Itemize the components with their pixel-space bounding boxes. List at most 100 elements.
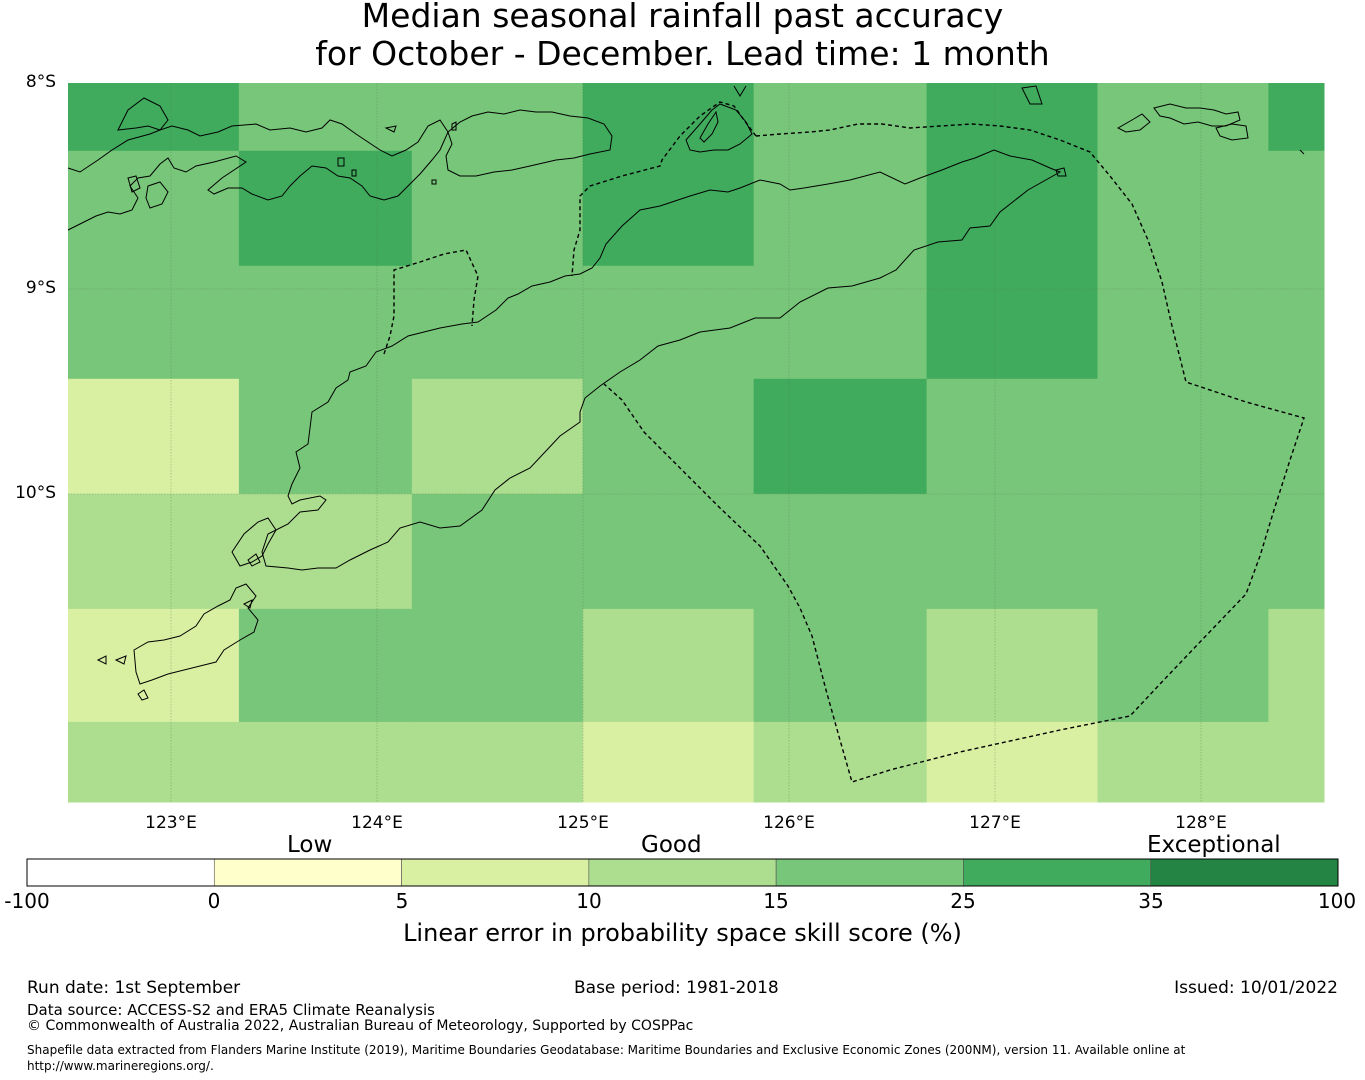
skill-cell — [753, 378, 928, 495]
skill-cell — [926, 721, 1099, 803]
skill-cell — [238, 265, 413, 380]
lon-label-128e: 128°E — [1175, 813, 1227, 833]
coastlines — [67, 85, 1305, 701]
skill-cell — [926, 150, 1099, 267]
colorbar-tick-label: 25 — [950, 889, 976, 913]
coastline-wetar — [685, 103, 753, 153]
skill-cell — [582, 608, 755, 723]
lat-label-9s: 9°S — [25, 278, 56, 298]
shapefile-credit: Shapefile data extracted from Flanders M… — [27, 1043, 1186, 1073]
skill-cell — [411, 83, 584, 152]
maritime-boundaries — [383, 101, 1305, 783]
skill-cell — [68, 83, 240, 152]
coastline-north-islands — [67, 119, 449, 231]
map-title-line1: Median seasonal rainfall past accuracy — [361, 0, 1004, 35]
skill-cell — [926, 493, 1099, 610]
skill-cell — [1268, 721, 1325, 803]
data-source: Data source: ACCESS-S2 and ERA5 Climate … — [27, 1001, 435, 1019]
skill-cell — [753, 150, 928, 267]
lon-label-123e: 123°E — [145, 813, 197, 833]
skill-cell — [68, 493, 240, 610]
colorbar-tick-label: 10 — [576, 889, 602, 913]
category-label-low: Low — [287, 832, 333, 858]
skill-cell — [1097, 150, 1269, 267]
skill-cell — [1097, 265, 1269, 380]
eez-boundary-timor-leste — [603, 123, 1305, 783]
skill-cell — [582, 493, 755, 610]
colorbar-segment — [26, 858, 215, 887]
lon-label-126e: 126°E — [763, 813, 815, 833]
category-label-good: Good — [641, 832, 702, 858]
colorbar-tick-label: -100 — [4, 889, 50, 913]
skill-cell — [238, 493, 413, 610]
skill-cell — [582, 150, 755, 267]
colorbar-segment — [963, 858, 1152, 887]
colorbar — [26, 858, 1339, 887]
skill-cell — [582, 721, 755, 803]
skill-cell — [238, 378, 413, 495]
colorbar-segment — [401, 858, 590, 887]
skill-cell — [1097, 608, 1269, 723]
skill-cell — [68, 721, 240, 803]
skill-cell — [1097, 721, 1269, 803]
skill-cell — [411, 265, 584, 380]
colorbar-frame — [26, 858, 1339, 887]
skill-cell — [582, 83, 755, 152]
skill-cell — [238, 721, 413, 803]
skill-cell — [1268, 493, 1325, 610]
skill-cell — [1268, 150, 1325, 267]
colorbar-segment — [775, 858, 964, 887]
base-period: Base period: 1981-2018 — [574, 978, 779, 998]
colorbar-tick-label: 0 — [207, 889, 221, 913]
map-title-line2: for October - December. Lead time: 1 mon… — [315, 34, 1050, 73]
skill-cell — [753, 608, 928, 723]
skill-cell — [411, 150, 584, 267]
eez-boundary-oecusse — [383, 249, 479, 355]
skill-cell — [238, 608, 413, 723]
category-label-exceptional: Exceptional — [1147, 832, 1281, 858]
skill-cell — [1097, 493, 1269, 610]
skill-cell — [411, 493, 584, 610]
colorbar-tick-label: 5 — [395, 889, 409, 913]
skill-cell — [753, 265, 928, 380]
skill-grid — [68, 83, 1325, 803]
lon-label-127e: 127°E — [969, 813, 1021, 833]
skill-cell — [68, 608, 240, 723]
skill-cell — [411, 608, 584, 723]
skill-cell — [68, 265, 240, 380]
skill-cell — [238, 150, 413, 267]
colorbar-tick-label: 15 — [763, 889, 789, 913]
lon-label-125e: 125°E — [557, 813, 609, 833]
skill-cell — [1097, 83, 1269, 152]
skill-cell — [926, 608, 1099, 723]
skill-cell — [753, 493, 928, 610]
colorbar-segment — [213, 858, 402, 887]
run-date: Run date: 1st September — [27, 978, 241, 998]
skill-cell — [582, 265, 755, 380]
colorbar-tick-label: 100 — [1317, 889, 1357, 913]
colorbar-title: Linear error in probability space skill … — [403, 919, 962, 947]
skill-cell — [753, 83, 928, 152]
skill-cell — [411, 721, 584, 803]
coastline-rote — [231, 517, 277, 567]
colorbar-tick-label: 35 — [1138, 889, 1164, 913]
skill-cell — [1097, 378, 1269, 495]
skill-cell — [411, 378, 584, 495]
lon-label-124e: 124°E — [351, 813, 403, 833]
skill-cell — [1268, 265, 1325, 380]
skill-cell — [1268, 608, 1325, 723]
lat-label-8s: 8°S — [25, 72, 56, 92]
colorbar-segment — [1150, 858, 1339, 887]
skill-cell — [926, 378, 1099, 495]
skill-cell — [68, 378, 240, 495]
skill-cell — [753, 721, 928, 803]
skill-cell — [1268, 83, 1325, 152]
skill-cell — [926, 265, 1099, 380]
coastline-timor — [261, 149, 1062, 571]
issued-date: Issued: 10/01/2022 — [1174, 978, 1338, 998]
map-gridlines — [68, 83, 1324, 802]
skill-cell — [68, 150, 240, 267]
skill-cell — [582, 378, 755, 495]
skill-cell — [926, 83, 1099, 152]
